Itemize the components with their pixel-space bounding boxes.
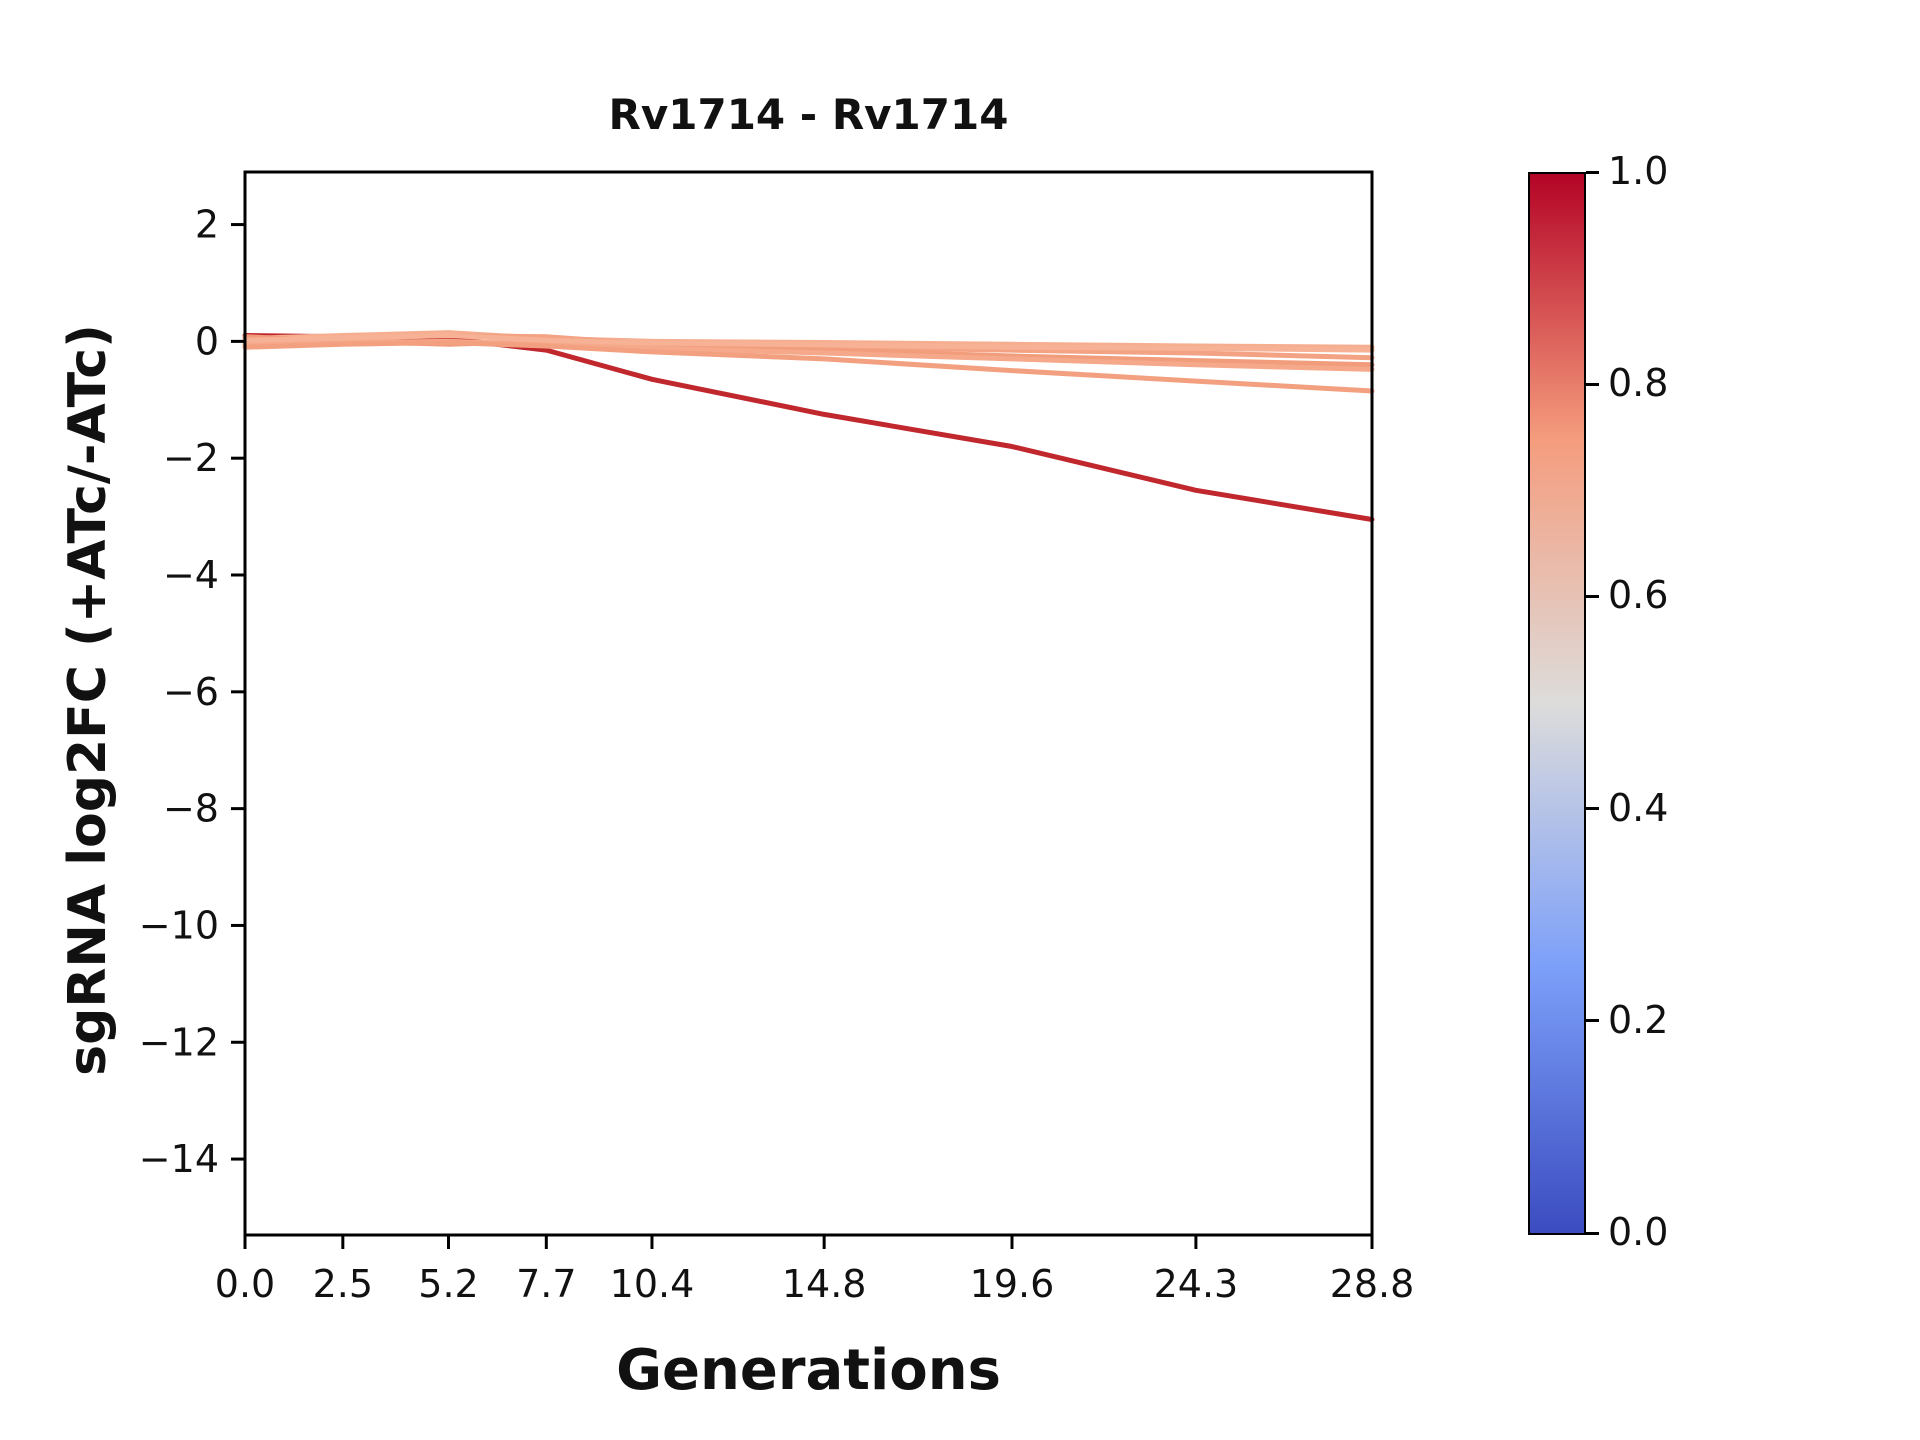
x-tick-label: 14.8 [782,1262,867,1306]
x-tick-label: 10.4 [610,1262,695,1306]
colorbar-tick-label: 0.8 [1608,361,1669,406]
series-line-7 [242,333,1375,353]
colorbar-tick [1586,807,1599,811]
colorbar-tick [1586,382,1599,386]
y-tick-label: −10 [139,903,219,947]
x-tick-label: 0.0 [215,1262,275,1306]
y-tick-label: −4 [163,553,219,597]
colorbar-tick [1586,170,1599,174]
axes-box [243,170,1374,1237]
y-tick-label: −12 [139,1020,219,1064]
y-tick-label: −2 [163,436,219,480]
x-axis-label: Generations [616,1338,1001,1403]
colorbar-tick [1586,594,1599,598]
y-tick-label: 2 [195,203,219,247]
y-tick-label: −14 [139,1137,219,1181]
colorbar-tick [1586,1019,1599,1023]
colorbar-tick-label: 0.2 [1608,997,1669,1042]
colorbar-tick-label: 0.6 [1608,573,1669,618]
series-line-6 [242,340,1375,394]
colorbar-tick-label: 0.0 [1608,1210,1669,1254]
x-tick-label: 7.7 [516,1262,576,1306]
colorbar-tick [1586,1231,1599,1235]
colorbar [1528,172,1586,1235]
chart-title: Rv1714 - Rv1714 [608,90,1009,139]
x-tick-label: 19.6 [970,1262,1055,1306]
y-tick-label: −8 [163,787,219,831]
x-tick-label: 24.3 [1154,1262,1239,1306]
x-tick-label: 5.2 [418,1262,478,1306]
y-tick-label: −6 [163,670,219,714]
y-tick-label: 0 [195,319,219,363]
colorbar-tick-label: 0.4 [1608,785,1669,830]
x-tick-label: 2.5 [313,1262,373,1306]
x-tick-label: 28.8 [1330,1262,1415,1306]
colorbar-tick-label: 1.0 [1608,149,1669,193]
